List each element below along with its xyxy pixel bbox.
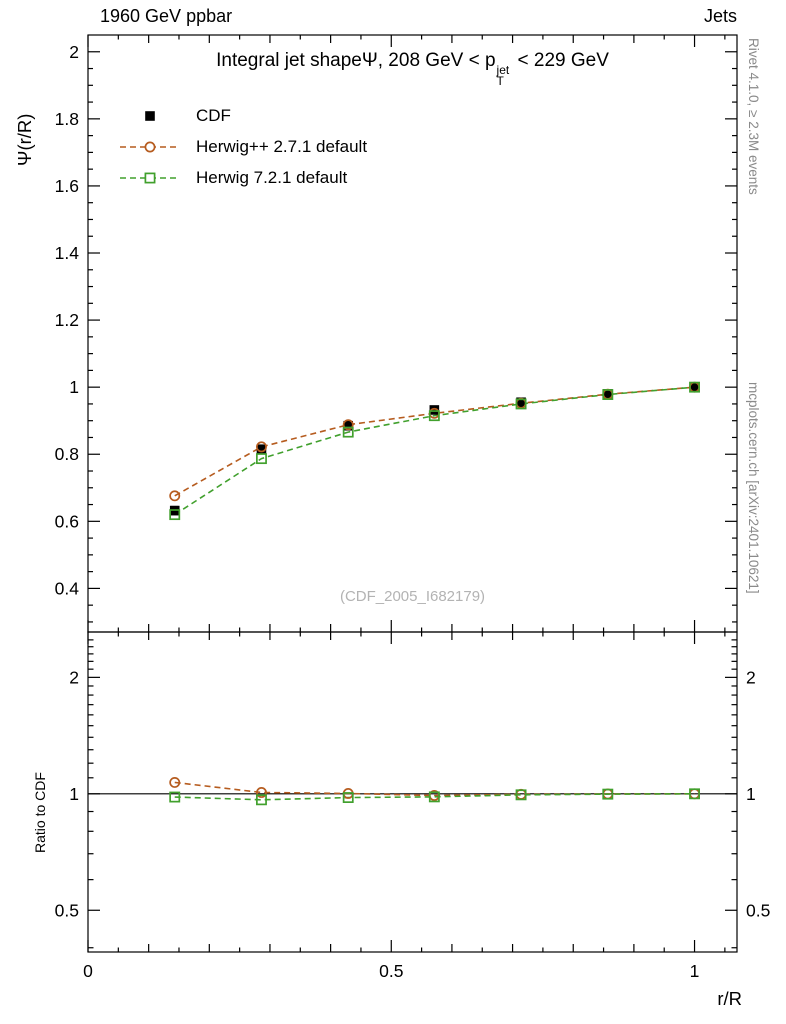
y-tick-label: 0.4	[55, 578, 80, 598]
ratio-axis-title: Ratio to CDF	[32, 772, 48, 853]
ratio-marker-series-2	[256, 794, 267, 806]
pt-jet-notation: jet T	[496, 63, 510, 88]
y-tick-label: 1.6	[55, 176, 79, 196]
x-tick-label: 1	[690, 961, 700, 981]
legend-marker	[145, 110, 155, 121]
plot-title: Integral jet shapeΨ, 208 GeV < p jet T < 2…	[88, 50, 737, 87]
ratio-panel-frame	[87, 631, 738, 953]
data-marker-series-0	[429, 405, 440, 415]
data-marker-series-0	[603, 389, 613, 399]
legend-swatch-0	[145, 110, 155, 121]
data-marker-series-2	[515, 398, 527, 410]
ratio-tick-label-left: 0.5	[55, 900, 79, 920]
legend-label-0: CDF	[196, 105, 231, 125]
x-tick-label: 0.5	[379, 961, 403, 981]
y-tick-label: 2	[69, 42, 79, 62]
legend-item-1: Herwig++ 2.7.1 default	[118, 131, 367, 162]
ratio-marker-series-2	[515, 789, 527, 801]
ratio-tick-label-left: 1	[69, 784, 79, 804]
y-tick-label: 1.2	[55, 310, 79, 330]
ratio-marker-series-2	[602, 788, 614, 800]
y-tick-label: 1.4	[55, 243, 80, 263]
ratio-tick-label-right: 2	[746, 667, 756, 687]
legend-marker	[144, 172, 156, 183]
ratio-marker-series-1	[169, 776, 181, 788]
data-marker-series-2	[256, 453, 267, 465]
analysis-id-watermark: (CDF_2005_I682179)	[339, 588, 486, 605]
x-tick-label: 0	[83, 961, 93, 981]
ratio-tick-label-right: 0.5	[746, 900, 770, 920]
legend-label-1: Herwig++ 2.7.1 default	[196, 136, 368, 156]
ratio-tick-label-right: 1	[746, 784, 756, 804]
legend: CDF Herwig++ 2.7.1 default Herwig 7.2.1 de…	[118, 100, 367, 193]
ratio-marker-series-2	[689, 788, 700, 800]
data-marker-series-0	[256, 444, 267, 455]
data-marker-series-1	[256, 441, 267, 453]
ratio-tick-label-left: 2	[69, 667, 79, 687]
data-marker-series-0	[343, 420, 354, 431]
title-suffix: < 229 GeV	[512, 50, 609, 71]
data-marker-series-1	[342, 419, 354, 431]
legend-label-2: Herwig 7.2.1 default	[196, 167, 348, 187]
ratio-marker-series-1	[256, 787, 267, 798]
y-axis-title: Ψ(r/R)	[14, 113, 35, 166]
rivet-version-note: Rivet 4.1.0, ≥ 2.3M events	[746, 38, 761, 195]
legend-swatch-1	[120, 141, 180, 152]
data-marker-series-0	[689, 382, 700, 392]
legend-item-0: CDF	[118, 100, 367, 131]
y-tick-label: 1	[69, 377, 79, 397]
y-tick-label: 1.8	[55, 109, 79, 129]
legend-marker	[144, 141, 156, 152]
y-tick-label: 0.8	[55, 444, 79, 464]
mcplots-note: mcplots.cern.ch [arXiv:2401.10621]	[746, 382, 761, 594]
data-marker-series-2	[428, 410, 440, 422]
title-prefix: Integral jet shapeΨ, 208 GeV < p	[216, 50, 496, 71]
data-marker-series-1	[169, 490, 181, 502]
legend-item-2: Herwig 7.2.1 default	[118, 162, 367, 193]
ratio-marker-series-2	[169, 791, 181, 803]
ratio-marker-series-2	[342, 792, 354, 803]
series-line-1	[174, 386, 695, 497]
data-marker-series-2	[602, 389, 614, 400]
data-marker-series-2	[169, 509, 181, 521]
x-axis-title: r/R	[717, 988, 742, 1009]
title-superscript: jet	[496, 63, 510, 77]
title-subscript: T	[496, 74, 504, 88]
beam-info-label: 1960 GeV ppbar	[100, 6, 233, 26]
data-marker-series-0	[516, 397, 526, 408]
series-line-2	[174, 386, 695, 516]
legend-swatch-2	[120, 172, 180, 183]
ratio-marker-series-2	[428, 791, 440, 803]
y-tick-label: 0.6	[55, 511, 79, 531]
data-marker-series-2	[689, 381, 700, 393]
data-marker-series-2	[342, 426, 354, 438]
analysis-category-label: Jets	[703, 6, 737, 26]
ratio-line-2	[174, 793, 695, 801]
